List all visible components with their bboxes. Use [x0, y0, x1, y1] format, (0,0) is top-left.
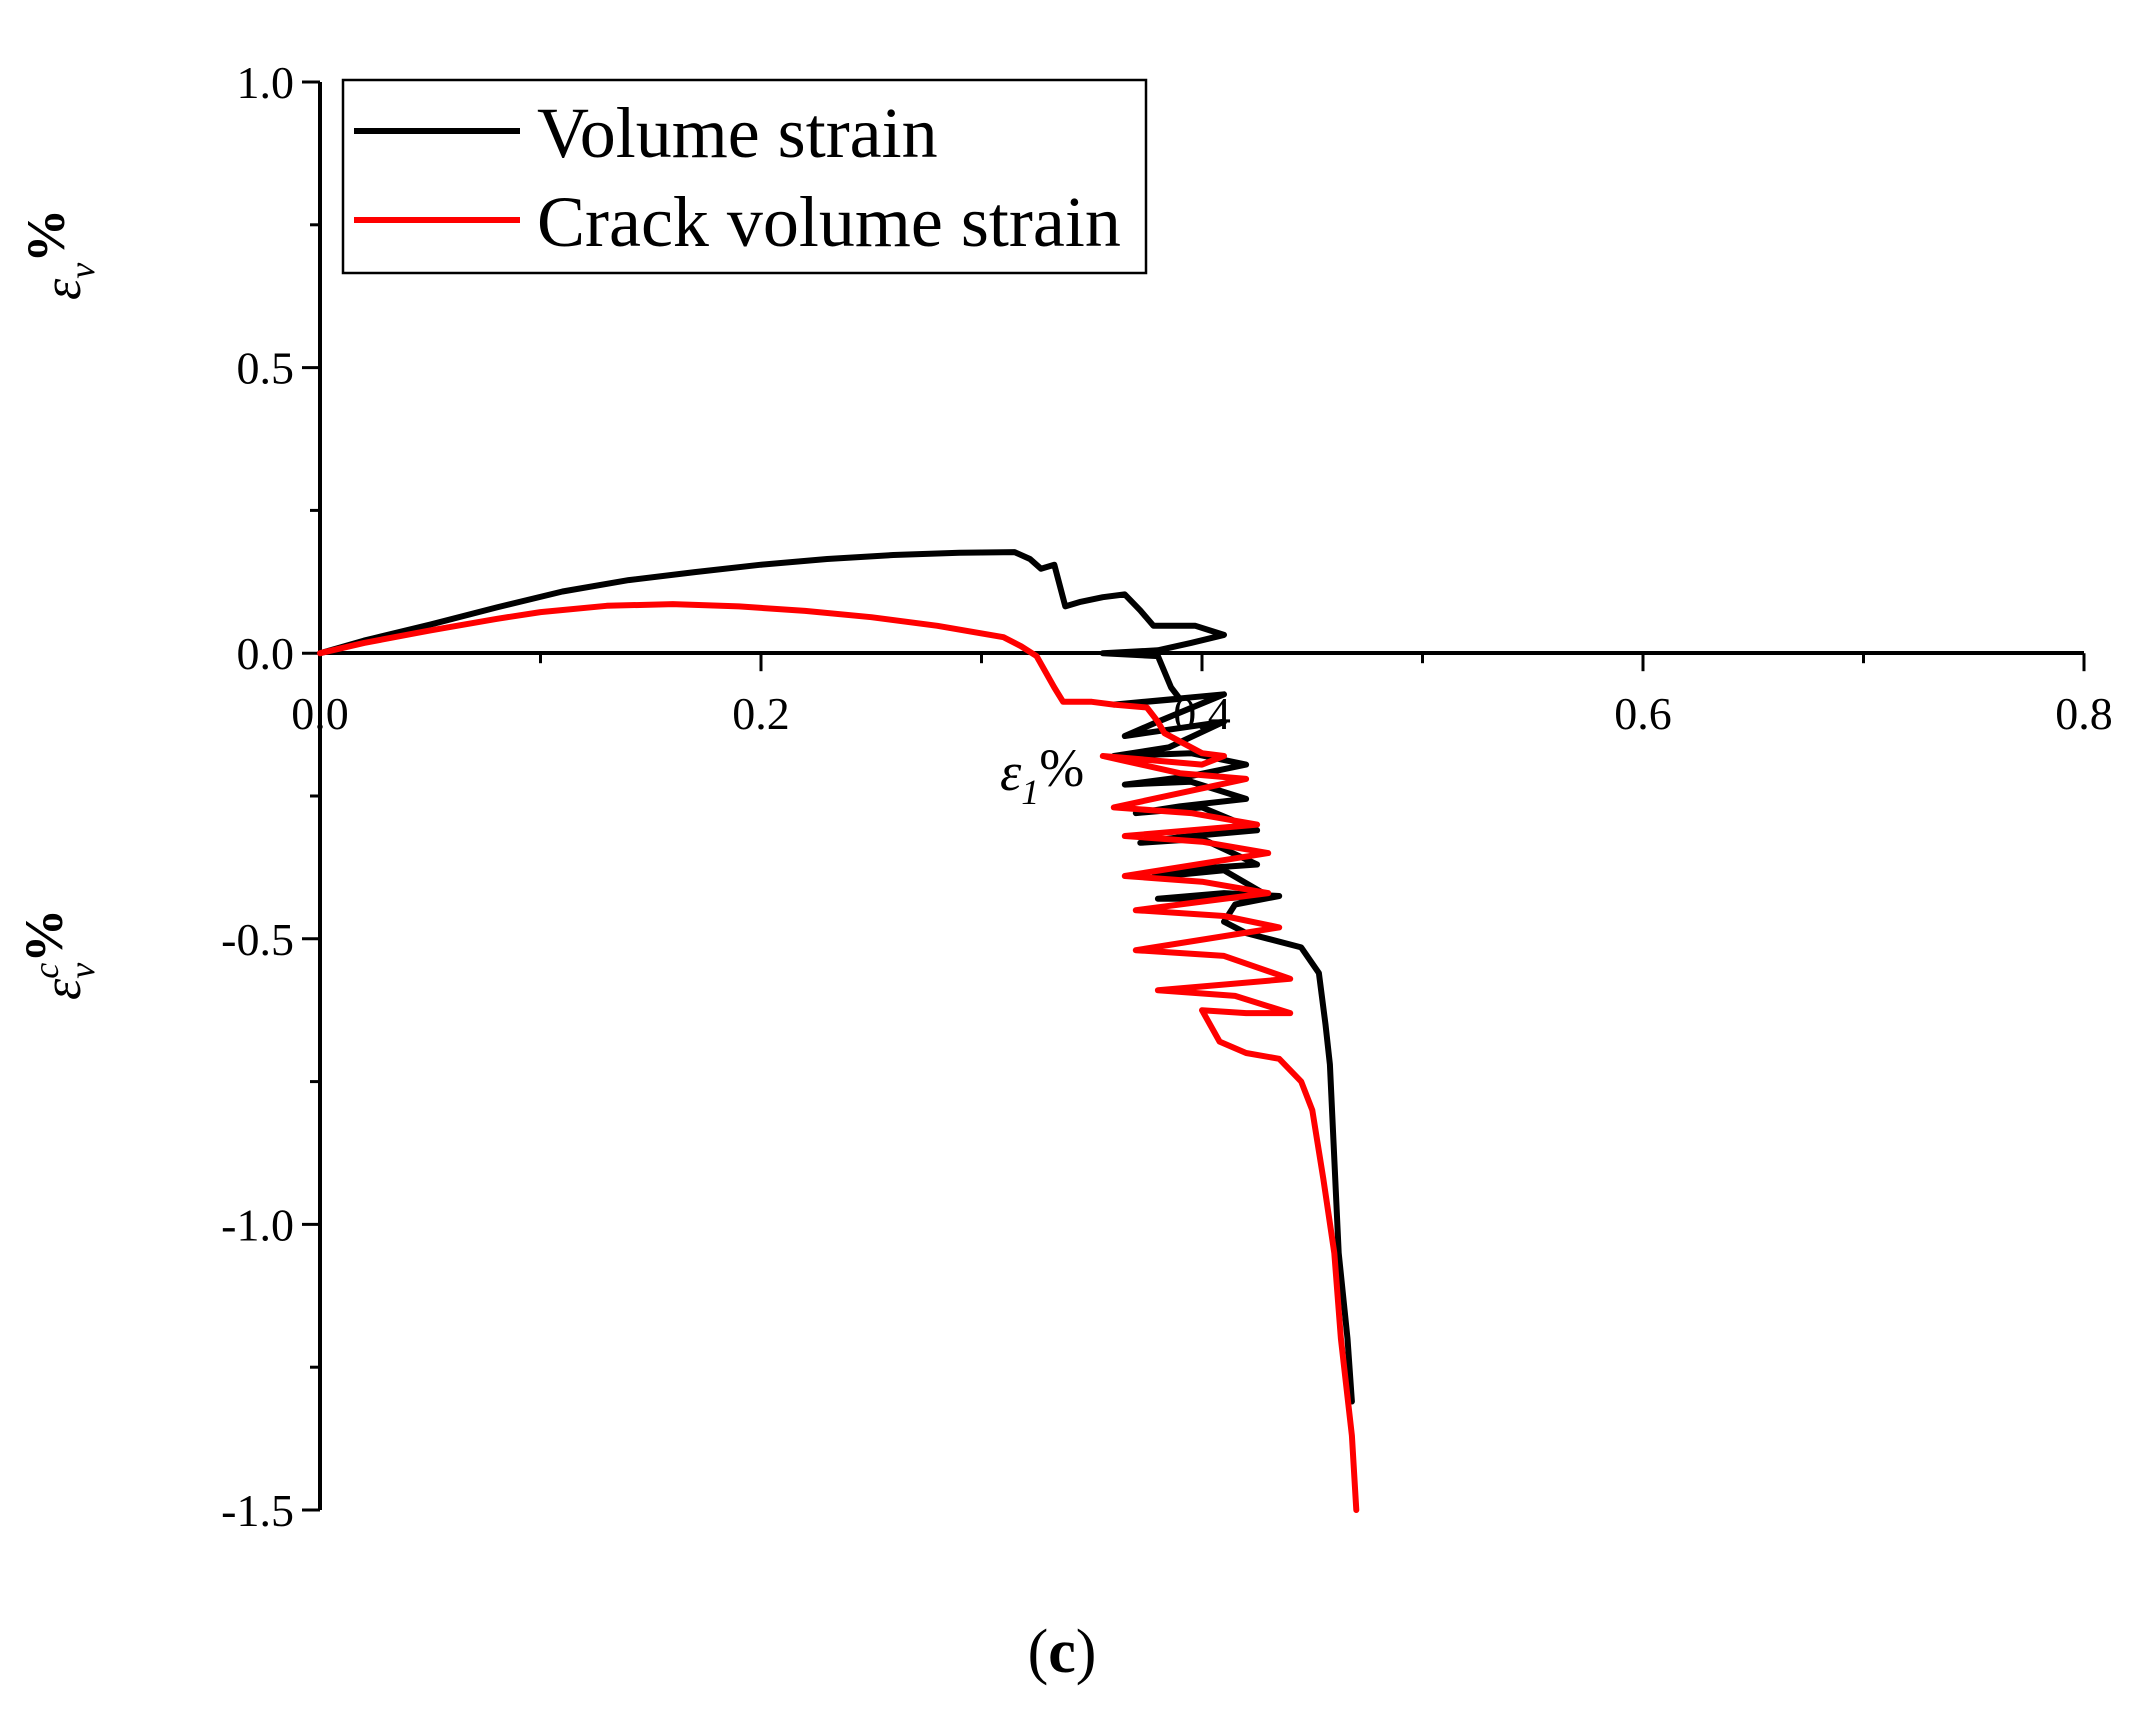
- y-tick-label-3: -0.5: [221, 914, 294, 965]
- legend-label-volume-strain: Volume strain: [537, 93, 938, 173]
- y-axis-label-bottom: εcv%: [14, 909, 102, 1000]
- y-label-bottom-subscript: v: [62, 963, 102, 979]
- y-label-bottom-superscript: c: [26, 963, 66, 979]
- y-tick-label-4: -1.0: [221, 1199, 294, 1250]
- caption-letter: c: [1048, 1618, 1076, 1686]
- legend-label-crack-volume-strain: Crack volume strain: [537, 182, 1121, 262]
- y-label-bottom-symbol: ε: [32, 978, 92, 1000]
- figure-caption: (c): [1028, 1618, 1097, 1686]
- y-label-top-symbol: ε: [32, 278, 92, 300]
- ticks: 1.00.50.0-0.5-1.0-1.50.0 0.2 0.4 0.6 0.8: [221, 57, 2113, 1536]
- y-tick-label-0: 1.0: [237, 57, 295, 108]
- y-label-top-unit: %: [16, 209, 76, 263]
- x-label-subscript: 1: [1021, 772, 1039, 812]
- series-layer: [317, 549, 1360, 1513]
- axes: [318, 82, 2084, 1510]
- caption-close: ): [1076, 1618, 1097, 1686]
- series-line-volume-strain: [317, 549, 1355, 1405]
- series-line-crack-volume-strain: [317, 601, 1360, 1513]
- legend: Volume strain Crack volume strain: [341, 78, 1148, 275]
- y-label-top-subscript: v: [62, 263, 102, 279]
- y-tick-label-2: 0.0: [237, 628, 295, 679]
- x-label-symbol: ε: [1000, 742, 1022, 802]
- x-label-unit: %: [1039, 738, 1084, 798]
- x-tick-label-1: 0.2: [732, 688, 790, 739]
- y-tick-label-5: -1.5: [221, 1485, 294, 1536]
- x-axis-label: ε1%: [1000, 738, 1084, 812]
- y-tick-label-1: 0.5: [237, 343, 295, 394]
- y-axis-label-top: εv%: [16, 209, 102, 300]
- x-tick-label-0: 0.0: [291, 688, 349, 739]
- legend-box: [341, 78, 1148, 275]
- caption-open: (: [1028, 1618, 1049, 1686]
- y-label-bottom-unit: %: [14, 909, 74, 963]
- x-tick-label-4: 0.8: [2055, 688, 2113, 739]
- x-tick-label-3: 0.6: [1614, 688, 1672, 739]
